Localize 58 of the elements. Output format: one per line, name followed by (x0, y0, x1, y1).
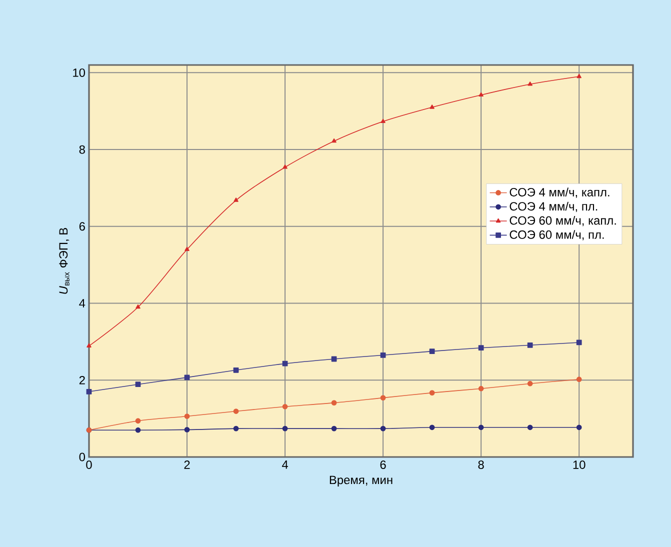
point (233, 367, 239, 373)
point (282, 360, 288, 366)
point (527, 380, 533, 386)
point (282, 426, 288, 432)
point (527, 424, 533, 430)
point (576, 376, 582, 382)
point (478, 424, 484, 430)
point (478, 92, 484, 97)
point (331, 426, 337, 432)
point (86, 343, 92, 348)
legend-label: СОЭ 60 мм/ч, пл. (510, 230, 604, 240)
point (233, 426, 239, 432)
point (528, 82, 532, 86)
point (135, 418, 141, 424)
y-tick-label: 4 (79, 299, 86, 308)
point (282, 164, 288, 169)
y-tick-label: 8 (79, 145, 85, 154)
point (332, 138, 336, 143)
legend-label: СОЭ 4 мм/ч, капл. (510, 188, 610, 198)
point (576, 74, 582, 78)
point (576, 424, 582, 430)
point (478, 345, 484, 351)
point (429, 348, 435, 354)
x-tick-label: 4 (282, 460, 288, 469)
point (135, 427, 141, 433)
x-tick-label: 0 (86, 460, 92, 469)
x-tick-label: 8 (478, 460, 484, 469)
point (380, 426, 386, 432)
point (527, 342, 533, 348)
point (576, 340, 582, 346)
point (234, 198, 238, 202)
y-tick-label: 10 (73, 68, 86, 77)
point (184, 414, 190, 419)
y-axis-title: U$_{вых}$ ФЭП, В (59, 228, 70, 294)
x-tick-label: 10 (573, 460, 586, 469)
point (184, 427, 190, 432)
point (430, 104, 434, 109)
point (86, 388, 92, 394)
point (331, 400, 337, 406)
y-tick-label: 2 (79, 376, 85, 384)
point (429, 390, 435, 396)
legend-label: СОЭ 4 мм/ч, пл. (510, 202, 598, 212)
y-tick-label: 0 (79, 452, 86, 462)
x-axis-title: Время, мин (330, 476, 392, 487)
point (184, 246, 190, 252)
legend-label: СОЭ 60 мм/ч, капл. (510, 216, 616, 226)
point (282, 404, 288, 410)
x-tick-label: 2 (184, 460, 190, 469)
point (136, 304, 140, 309)
point (233, 408, 239, 414)
point (380, 395, 386, 401)
point (478, 386, 484, 392)
point (380, 118, 386, 124)
point (135, 382, 141, 388)
x-tick-label: 6 (380, 460, 386, 469)
point (380, 352, 386, 358)
y-tick-label: 6 (79, 222, 85, 231)
point (429, 424, 435, 430)
